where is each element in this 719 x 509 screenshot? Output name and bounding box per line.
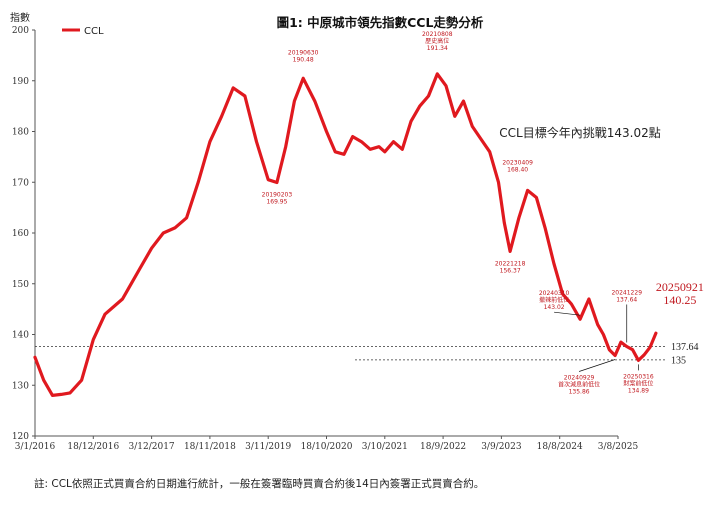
footnote: 註: CCL依照正式買賣合約日期進行統計，一般在簽署臨時買賣合約後14日內簽署正… [34, 478, 485, 490]
annotation-date: 20190203 [262, 192, 293, 199]
y-tick-label: 160 [12, 229, 29, 239]
y-axis-label: 指數 [10, 11, 30, 24]
chart-subtitle: CCL目標今年內挑戰143.02點 [499, 125, 660, 140]
annotation-text: 撤辣前低位 [539, 296, 569, 304]
annotation-price: 143.02 [544, 304, 565, 311]
annotation-arrow [578, 359, 616, 372]
annotation-price: 135.86 [569, 389, 590, 396]
x-tick-label: 18/11/2018 [184, 442, 236, 452]
y-tick-label: 120 [12, 432, 29, 442]
annotation-price: 190.48 [293, 56, 314, 63]
annotation-text: 首次減息前低位 [558, 381, 600, 389]
annotation-price: 168.40 [507, 166, 528, 173]
axes: 120 130 140 150 160 170 180 190 200 3/1/2016 18/12… [12, 26, 639, 452]
annotation-text: 財案前低位 [623, 379, 653, 387]
x-tick-label: 3/9/2023 [481, 442, 522, 452]
annotation-arrow [554, 311, 581, 316]
annotation-date: 20250316 [623, 373, 654, 380]
x-tick-label: 18/8/2024 [537, 442, 583, 452]
annotation-date: 20241229 [611, 289, 642, 296]
x-tick-label: 3/10/2021 [362, 442, 408, 452]
y-tick-label: 200 [12, 26, 29, 36]
annotation-price: 137.64 [616, 296, 637, 303]
annotation-date: 20230409 [502, 159, 533, 166]
y-tick-label: 170 [12, 178, 29, 188]
annotation-date: 20240310 [539, 290, 570, 297]
annotation-price: 191.34 [427, 45, 448, 52]
series-group [33, 72, 658, 397]
annotation-date: 20250921 [656, 280, 704, 294]
y-tick-label: 150 [12, 280, 29, 290]
legend-label: CCL [84, 26, 104, 37]
x-tick-label: 18/10/2020 [301, 442, 353, 452]
x-tick-label: 3/11/2019 [245, 442, 291, 452]
annotation-date: 20221218 [495, 260, 526, 267]
chart-title: 圖1: 中原城市領先指數CCL走勢分析 [277, 15, 484, 30]
reference-line-label: 137.64 [671, 342, 699, 353]
annotation-text: 歷史高位 [425, 37, 449, 45]
x-tick-label: 3/1/2016 [15, 442, 56, 452]
legend: CCL [62, 26, 104, 37]
x-tick-label: 3/12/2017 [129, 442, 175, 452]
x-tick-label: 18/12/2016 [67, 442, 119, 452]
annotation-date: 20240929 [564, 375, 595, 382]
y-tick-label: 190 [12, 77, 29, 87]
annotation-date: 20210808 [422, 31, 453, 38]
x-tick-label: 3/8/2025 [598, 442, 639, 452]
reference-lines: 137.64 135 [35, 342, 699, 366]
reference-line-label: 135 [671, 355, 686, 366]
annotation-price: 134.89 [628, 387, 649, 394]
y-tick-label: 140 [12, 331, 29, 341]
y-tick-label: 180 [12, 128, 29, 138]
annotation-price: 156.37 [500, 267, 521, 274]
series-line-ccl [33, 72, 658, 397]
y-tick-label: 130 [12, 381, 29, 391]
x-tick-label: 18/9/2022 [420, 442, 466, 452]
annotation-date: 20190630 [288, 49, 319, 56]
annotation-price: 140.25 [663, 293, 696, 307]
annotation-price: 169.95 [266, 199, 287, 206]
